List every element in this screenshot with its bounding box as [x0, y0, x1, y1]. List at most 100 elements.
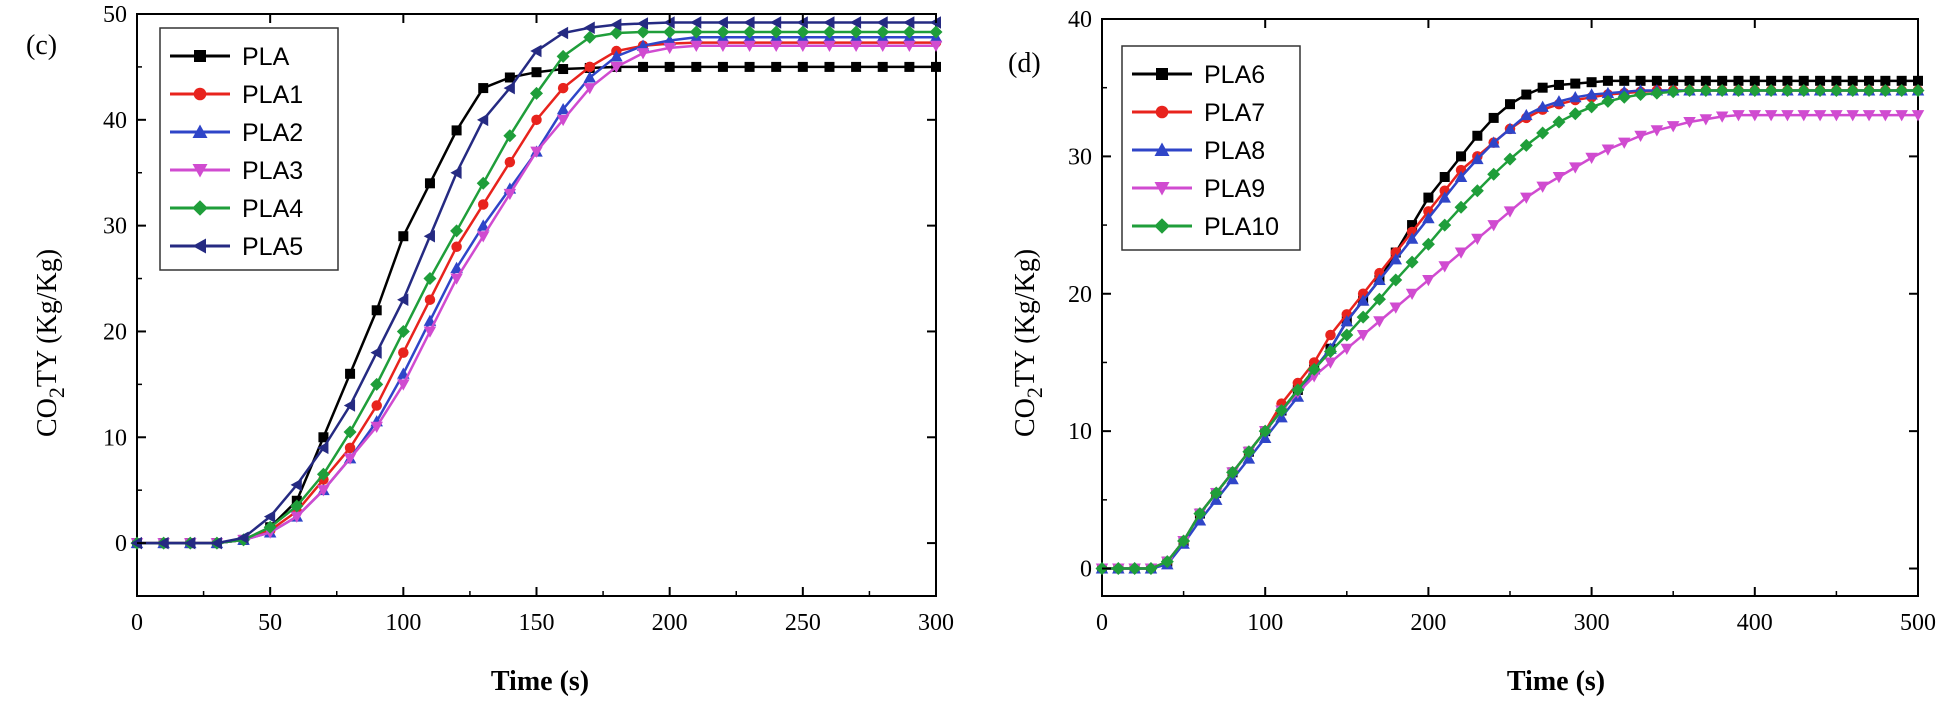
data-point — [636, 17, 649, 30]
legend-frame — [1121, 45, 1301, 251]
data-point — [398, 231, 409, 242]
data-point — [1569, 162, 1582, 174]
x-tick-label: 0 — [131, 610, 143, 636]
data-point — [451, 241, 462, 253]
data-point — [1717, 75, 1728, 86]
x-tick-label: 500 — [1900, 610, 1936, 636]
data-point — [1275, 404, 1289, 418]
data-point — [1569, 91, 1582, 103]
data-point — [1389, 302, 1403, 314]
panel-label-c: (c) — [26, 30, 57, 61]
data-point — [1568, 107, 1582, 121]
y-tick-label: 30 — [103, 214, 127, 240]
data-point — [638, 61, 649, 72]
data-point — [370, 346, 382, 359]
y-axis-title-sub-c: 2 — [44, 387, 69, 398]
data-point — [1650, 86, 1664, 100]
legend-item-pla3: PLA3 — [170, 157, 303, 185]
data-point — [1862, 110, 1876, 122]
data-point — [316, 467, 330, 481]
x-axis-title-d: Time (s) — [1507, 666, 1605, 697]
data-point — [1456, 151, 1467, 162]
data-point — [716, 16, 728, 29]
data-point — [503, 129, 517, 143]
y-tick-label: 0 — [115, 531, 127, 557]
data-point — [824, 61, 835, 72]
data-point — [610, 61, 623, 74]
data-point — [931, 61, 941, 72]
legend-label: PLA5 — [242, 233, 303, 261]
x-tick-label: 0 — [1096, 610, 1108, 636]
y-axis-title-main-d: CO — [1010, 398, 1041, 437]
data-point — [744, 61, 755, 72]
data-point — [1666, 85, 1680, 99]
legend-label: PLA3 — [242, 157, 303, 185]
data-point — [1813, 83, 1827, 97]
legend-marker — [1154, 218, 1170, 234]
x-axis-title-c: Time (s) — [491, 666, 589, 697]
data-point — [849, 40, 863, 52]
data-point — [1258, 424, 1272, 438]
data-point — [1731, 83, 1745, 97]
legend-marker — [1154, 142, 1170, 156]
data-point — [1372, 292, 1386, 306]
data-point — [1519, 138, 1533, 152]
data-point — [396, 324, 410, 338]
data-point — [823, 40, 836, 52]
data-point — [1454, 247, 1468, 259]
data-point — [1407, 220, 1418, 231]
data-point — [556, 26, 569, 40]
data-point — [1764, 110, 1778, 122]
data-point — [1128, 562, 1142, 576]
data-point — [504, 72, 515, 83]
data-point — [1878, 83, 1892, 97]
data-point — [1585, 88, 1598, 100]
data-point — [1666, 121, 1680, 133]
y-axis-title-sub-d: 2 — [1022, 387, 1047, 398]
data-point — [1226, 465, 1240, 479]
legend-label: PLA2 — [242, 119, 303, 147]
data-point — [1911, 83, 1925, 97]
data-point — [503, 188, 517, 201]
data-point — [743, 40, 756, 52]
data-point — [371, 400, 382, 411]
data-point — [796, 40, 810, 52]
y-tick-label: 40 — [1068, 7, 1092, 33]
data-point — [743, 16, 755, 29]
data-point — [398, 347, 409, 358]
data-point — [290, 478, 302, 492]
data-point — [343, 399, 356, 412]
legend-item-pla: PLA — [170, 43, 290, 71]
data-point — [345, 368, 356, 379]
data-point — [1471, 233, 1484, 246]
series-marks-d — [1095, 75, 1925, 576]
data-point — [263, 510, 276, 523]
data-point — [1487, 167, 1501, 181]
data-point — [663, 25, 677, 39]
data-point — [1325, 329, 1336, 341]
data-point — [157, 536, 169, 550]
data-point — [689, 25, 703, 39]
data-point — [451, 125, 462, 136]
data-point — [370, 377, 384, 391]
legend-label: PLA9 — [1204, 175, 1265, 203]
y-tick-label: 10 — [1068, 419, 1092, 445]
data-point — [557, 82, 569, 94]
data-point — [1715, 111, 1729, 123]
data-point — [1602, 75, 1613, 86]
legend-item-pla10: PLA10 — [1132, 213, 1279, 241]
data-point — [1634, 88, 1648, 102]
data-point — [1766, 75, 1777, 86]
data-point — [344, 442, 356, 454]
data-point — [1668, 75, 1679, 86]
x-tick-label: 300 — [1574, 610, 1610, 636]
panel-label-d: (d) — [1008, 48, 1041, 79]
y-tick-label: 30 — [1068, 144, 1092, 170]
legend-marker — [192, 238, 206, 254]
legend-label: PLA4 — [242, 195, 303, 223]
data-point — [1813, 110, 1827, 122]
x-tick-label: 250 — [785, 610, 821, 636]
data-point — [769, 25, 783, 39]
data-point — [423, 326, 437, 338]
